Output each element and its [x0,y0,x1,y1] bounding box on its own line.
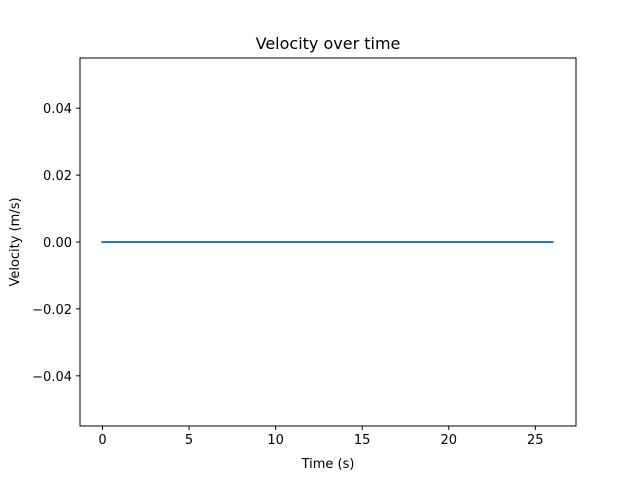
plot-area [79,57,577,427]
x-axis-ticks: 0 5 10 15 20 25 [98,426,544,448]
x-tick-label: 10 [267,433,284,448]
chart-title: Velocity over time [256,34,401,53]
y-axis-ticks: −0.04 −0.02 0.00 0.02 0.04 [32,102,80,385]
x-tick-label: 25 [527,433,544,448]
y-tick-label: 0.00 [43,236,72,251]
y-axis-label: Velocity (m/s) [8,197,23,286]
x-axis-label: Time (s) [301,457,355,472]
y-tick-label: 0.04 [43,102,72,117]
x-tick-label: 5 [185,433,193,448]
y-tick-label: 0.02 [43,169,72,184]
x-tick-label: 15 [354,433,371,448]
x-tick-label: 0 [98,433,106,448]
x-tick-label: 20 [440,433,457,448]
y-tick-label: −0.04 [32,370,72,385]
y-tick-label: −0.02 [32,303,72,318]
